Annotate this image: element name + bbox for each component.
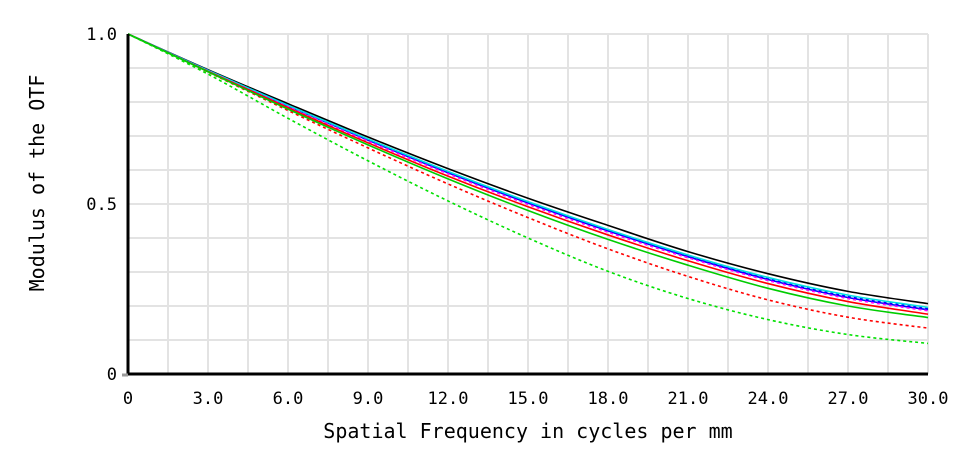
- series-curves: [127, 33, 929, 345]
- axes: [122, 34, 928, 377]
- y-tick-label: 0.5: [86, 195, 117, 215]
- series-line-5: [127, 33, 929, 312]
- grid: [128, 33, 929, 374]
- x-tick-label: 27.0: [828, 389, 869, 409]
- x-tick-label: 15.0: [508, 389, 549, 409]
- series-line-6: [127, 33, 929, 315]
- y-tick-labels: 0 0.5 1.0: [86, 25, 117, 385]
- y-tick-label: 0: [107, 365, 117, 385]
- x-tick-label: 18.0: [588, 389, 629, 409]
- series-line-7: [127, 33, 929, 329]
- series-line-8: [127, 33, 929, 319]
- x-tick-label: 3.0: [193, 389, 224, 409]
- series-line-1: [127, 33, 929, 305]
- x-tick-label: 21.0: [668, 389, 709, 409]
- series-line-9: [127, 33, 929, 345]
- series-line-4: [127, 33, 929, 309]
- x-tick-label: 0: [123, 389, 133, 409]
- x-tick-label: 30.0: [908, 389, 949, 409]
- x-tick-labels: 0 3.0 6.0 9.0 12.0 15.0 18.0 21.0 24.0 27.0 30.0: [123, 389, 949, 409]
- x-tick-label: 12.0: [428, 389, 469, 409]
- x-axis-title: Spatial Frequency in cycles per mm: [323, 419, 732, 443]
- x-tick-label: 24.0: [748, 389, 789, 409]
- x-tick-label: 6.0: [273, 389, 304, 409]
- y-tick-label: 1.0: [86, 25, 117, 45]
- x-tick-label: 9.0: [353, 389, 384, 409]
- y-axis-title: Modulus of the OTF: [25, 75, 49, 292]
